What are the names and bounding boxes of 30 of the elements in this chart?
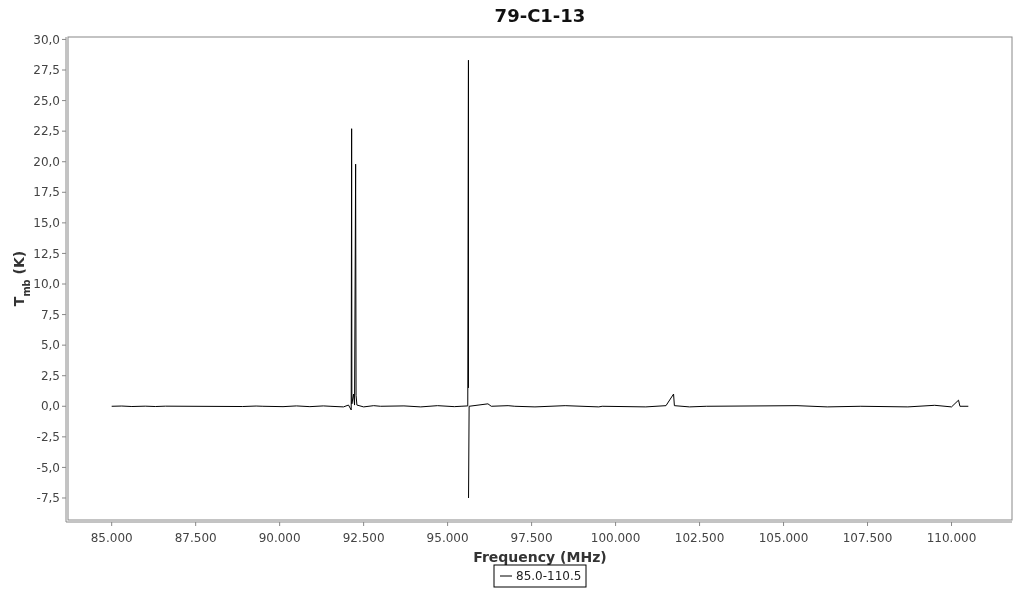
x-tick-label: 92.500 bbox=[342, 531, 385, 545]
x-tick-label: 95.000 bbox=[426, 531, 469, 545]
y-tick-label: -5,0 bbox=[36, 460, 60, 475]
x-tick-label: 90.000 bbox=[258, 531, 301, 545]
x-tick-label: 97.500 bbox=[510, 531, 553, 545]
y-tick-label: 5,0 bbox=[40, 338, 60, 353]
x-tick-label: 102.500 bbox=[674, 531, 725, 545]
y-tick-label: 10,0 bbox=[33, 277, 60, 292]
y-tick-label: 27,5 bbox=[33, 63, 60, 78]
y-tick-label: -7,5 bbox=[36, 491, 60, 506]
y-tick-label: 7,5 bbox=[40, 307, 60, 322]
y-tick-label: -2,5 bbox=[36, 430, 60, 445]
y-tick-label: 12,5 bbox=[33, 246, 60, 261]
y-tick-label: 30,0 bbox=[33, 32, 60, 47]
x-tick-label: 105.000 bbox=[758, 531, 809, 545]
x-tick-label: 100.000 bbox=[590, 531, 641, 545]
y-tick-label: 20,0 bbox=[33, 154, 60, 169]
y-tick-label: 17,5 bbox=[33, 185, 60, 200]
x-tick-label: 107.500 bbox=[842, 531, 893, 545]
y-tick-label: 22,5 bbox=[33, 124, 60, 139]
y-tick-label: 15,0 bbox=[33, 216, 60, 231]
x-tick-label: 87.500 bbox=[174, 531, 217, 545]
y-tick-label: 0,0 bbox=[40, 399, 60, 414]
x-tick-label: 110.000 bbox=[926, 531, 977, 545]
chart-title: 79-C1-13 bbox=[494, 5, 586, 26]
y-tick-label: 2,5 bbox=[40, 368, 60, 383]
y-tick-label: 25,0 bbox=[33, 93, 60, 108]
x-tick-label: 85.000 bbox=[90, 531, 133, 545]
legend-label: 85.0-110.5 bbox=[516, 569, 582, 584]
x-axis-title: Frequency (MHz) bbox=[473, 549, 607, 565]
